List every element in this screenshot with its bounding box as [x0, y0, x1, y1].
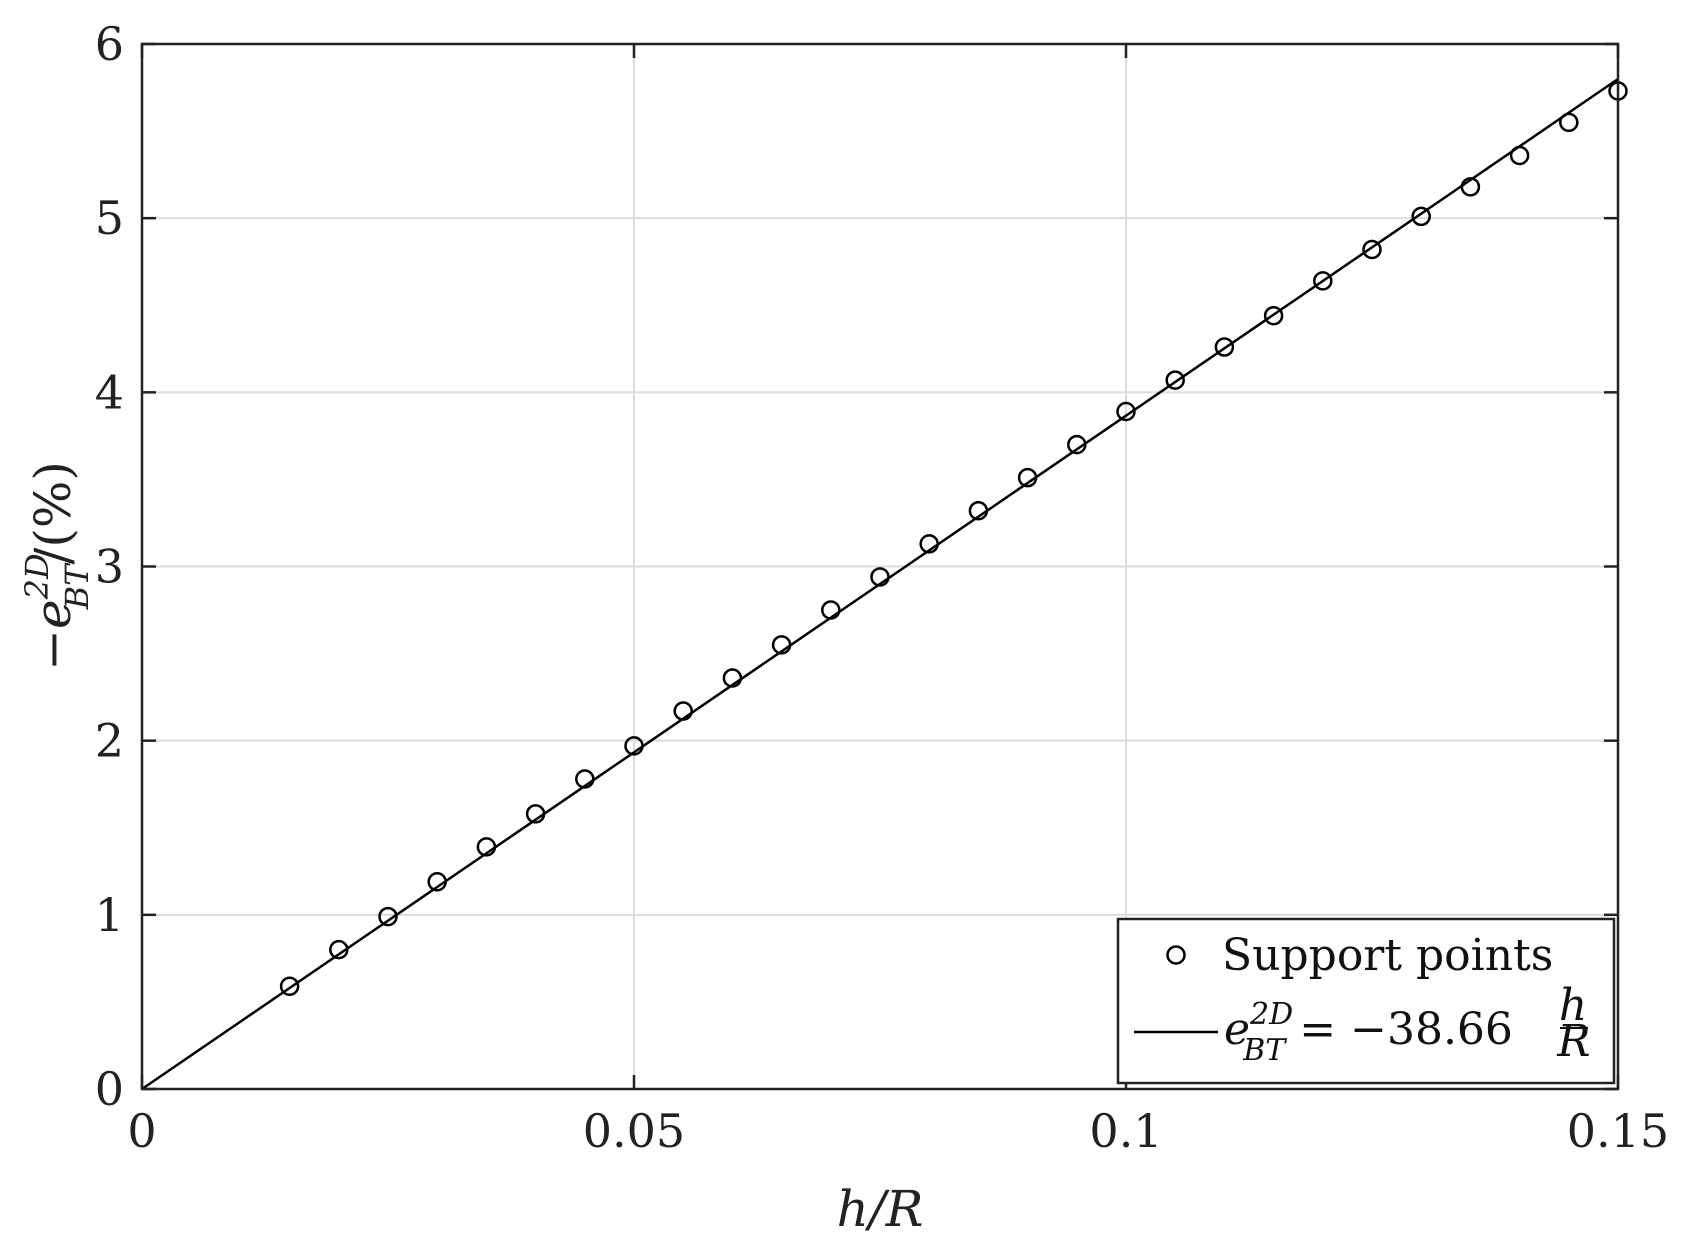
y-axis-label-sup: 2D [18, 553, 56, 600]
support-point [968, 501, 989, 521]
x-axis-label-text: h/R [837, 1180, 924, 1238]
y-tick-label: 4 [95, 365, 124, 419]
legend-fit-eq: = −38.66 [1285, 1004, 1513, 1055]
support-point [1460, 177, 1481, 197]
legend-marker-support-points [1166, 945, 1186, 965]
support-point [919, 534, 939, 554]
y-axis-label-sub: BT [58, 562, 96, 611]
support-point [1214, 337, 1235, 357]
support-point [1559, 112, 1579, 133]
y-tick-label: 1 [95, 888, 124, 942]
y-axis-label-minus: − [24, 629, 82, 671]
support-point [279, 976, 300, 996]
y-axis-label-unit: /(%) [24, 461, 82, 564]
x-tick-label: 0.05 [583, 1104, 685, 1158]
legend-label-fit: e2D BT = −38.66 [1224, 997, 1513, 1068]
support-point [1017, 467, 1038, 488]
support-point [1313, 271, 1333, 291]
support-point [1362, 239, 1382, 260]
fit-line [141, 77, 1619, 1091]
y-tick-labels: 0 1 2 3 4 5 6 [95, 17, 124, 1116]
x-tick-label: 0.1 [1089, 1104, 1162, 1158]
fit-line-series [141, 77, 1619, 1091]
legend-fit-frac-den: R [1556, 1016, 1590, 1067]
support-point [1509, 145, 1530, 166]
support-point [1067, 434, 1087, 455]
legend-fit-frac-num: h [1559, 980, 1587, 1031]
axis-ticks [140, 42, 1620, 1091]
y-axis-label: −e2DBT/(%) [18, 461, 96, 671]
support-point [1116, 401, 1136, 422]
support-point [722, 668, 743, 688]
support-points-series [279, 81, 1628, 996]
legend-fit-sub: BT [1242, 1033, 1287, 1068]
support-point [673, 701, 693, 721]
x-tick-label: 0.15 [1567, 1104, 1669, 1158]
legend-label-support-points: Support points [1222, 930, 1553, 981]
legend: Support points e2D BT = −38.66 h R [1116, 917, 1616, 1085]
y-tick-label: 5 [95, 191, 124, 245]
grid-lines [142, 44, 1618, 1089]
support-point [1165, 370, 1185, 390]
x-tick-labels: 0 0.05 0.1 0.15 [127, 1104, 1669, 1158]
y-tick-label: 6 [95, 17, 124, 71]
support-point [329, 939, 349, 960]
support-point [870, 567, 890, 587]
x-axis-label: h/R [837, 1180, 924, 1238]
support-point [378, 906, 398, 927]
support-point [427, 871, 447, 892]
support-point [821, 600, 841, 620]
y-tick-label: 0 [95, 1062, 124, 1116]
y-tick-label: 2 [95, 714, 124, 768]
x-tick-label: 0 [127, 1104, 156, 1158]
y-axis-label-text: −e2DBT/(%) [18, 461, 96, 671]
y-tick-label: 3 [95, 540, 124, 594]
support-point [476, 837, 497, 857]
support-point [1411, 206, 1431, 227]
legend-fit-e: e [1224, 1004, 1250, 1055]
support-point [575, 769, 595, 789]
y-axis-label-e: e [24, 599, 82, 629]
support-point [1263, 305, 1284, 326]
legend-box [1116, 917, 1616, 1085]
support-point [771, 635, 792, 655]
support-point [624, 736, 644, 756]
support-point [525, 804, 546, 824]
legend-fit-sup: 2D [1249, 997, 1293, 1032]
